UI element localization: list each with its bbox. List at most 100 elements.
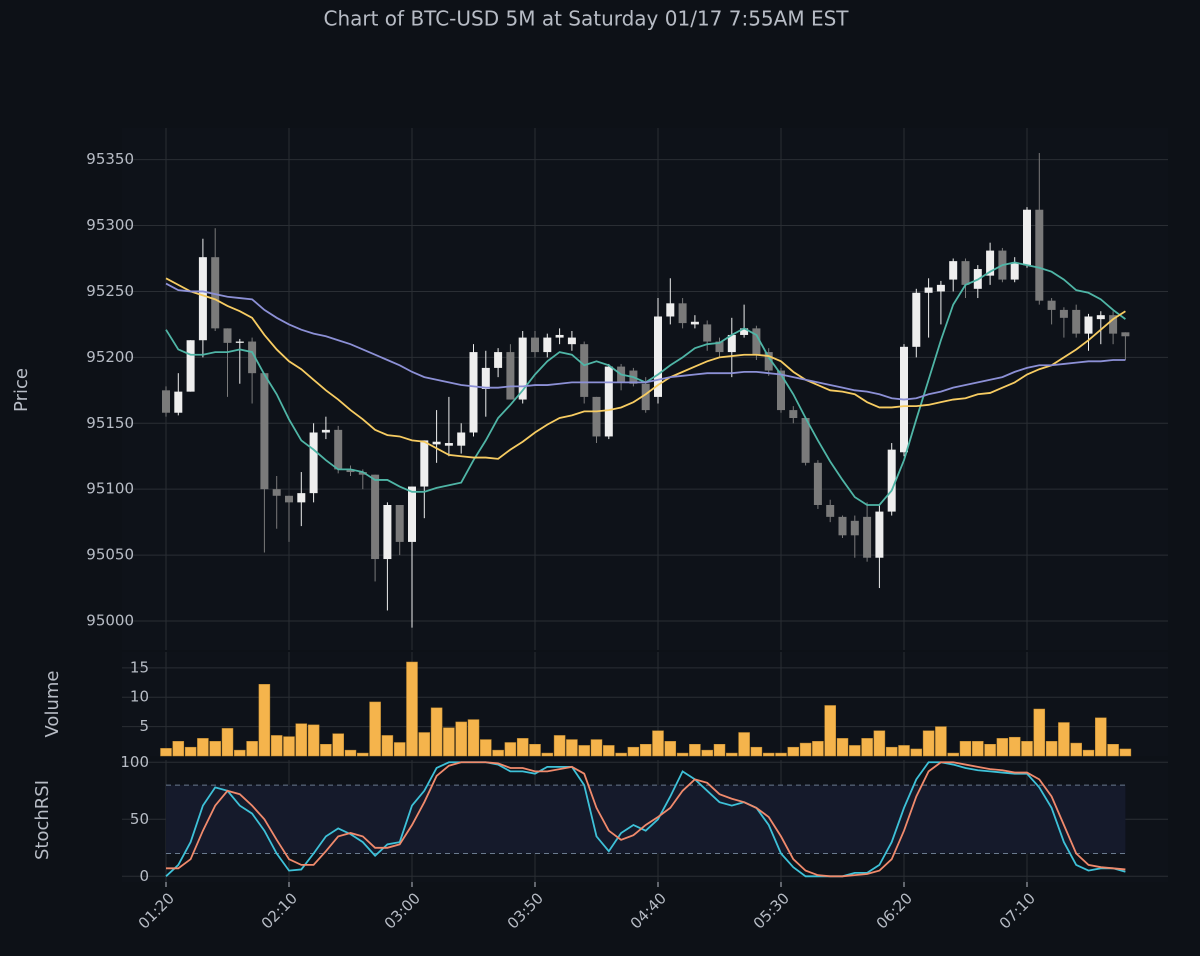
candle-body (272, 489, 281, 496)
line (165, 282, 1126, 401)
candle-body (838, 516, 847, 536)
y-tick-label: 10 (130, 688, 149, 706)
bar (1095, 717, 1107, 757)
candle-body (641, 383, 650, 411)
bar (959, 741, 972, 757)
bar (824, 705, 836, 757)
candle-body (518, 337, 527, 400)
candle-body (186, 340, 195, 392)
bar (861, 738, 873, 757)
candle-body (789, 410, 798, 418)
bar (492, 749, 504, 757)
bar (344, 749, 357, 757)
candle-body (383, 505, 392, 560)
candle-body (260, 373, 269, 490)
bar (652, 730, 664, 757)
bar (467, 719, 480, 757)
candle-body (346, 469, 355, 473)
candle-body (1084, 316, 1093, 334)
candle-body (1035, 209, 1044, 301)
bar (258, 684, 271, 757)
bar (750, 746, 763, 757)
candle-body (764, 352, 773, 371)
bar (270, 735, 283, 757)
candle-body (174, 391, 183, 413)
y-tick-label: 95050 (86, 546, 134, 564)
bar (443, 727, 455, 757)
bar (381, 735, 394, 757)
bar (738, 732, 750, 757)
candle-body (543, 337, 552, 353)
bar (590, 739, 603, 757)
bar (910, 748, 923, 757)
y-tick-label: 95150 (86, 414, 134, 432)
bar (984, 743, 996, 757)
bar (639, 743, 652, 757)
bar (516, 738, 529, 757)
y-tick-label: 95350 (86, 150, 134, 168)
candle-body (666, 303, 675, 317)
y-tick-label: 95200 (86, 348, 134, 366)
candle-body (875, 511, 884, 558)
bar (972, 741, 984, 757)
bar (221, 728, 234, 757)
bar (332, 733, 344, 757)
candle-body (654, 316, 662, 397)
candle-body (1059, 309, 1068, 318)
line (165, 761, 1126, 878)
candle-body (198, 257, 207, 341)
candle-body (334, 429, 343, 470)
candle-body (813, 462, 822, 505)
candle-body (850, 520, 859, 536)
y-axis-label: Price (11, 368, 32, 412)
bar (603, 745, 615, 757)
candle-body (395, 505, 404, 542)
bar (1119, 748, 1132, 757)
candle-body (986, 250, 995, 276)
y-tick-label: 95000 (86, 612, 134, 630)
bar (799, 742, 812, 757)
bar (455, 721, 467, 757)
y-tick-label: 95250 (86, 282, 134, 300)
candle-body (1023, 209, 1031, 266)
bar (996, 738, 1009, 757)
bar (566, 739, 578, 757)
bar (418, 732, 431, 757)
bar (393, 742, 406, 757)
bar (209, 741, 221, 757)
bar (406, 661, 418, 757)
bar (246, 741, 258, 757)
candle-body (469, 352, 478, 433)
candle-body (494, 352, 503, 368)
candle-body (949, 261, 958, 280)
candle-body (1109, 315, 1118, 334)
candle-body (703, 324, 712, 342)
bar (369, 701, 381, 757)
bar (357, 752, 369, 757)
bar (430, 707, 443, 757)
candle-body (321, 429, 330, 433)
bar (307, 724, 320, 757)
band (166, 785, 1126, 854)
candle-body (1121, 332, 1130, 337)
y-tick-label: 100 (120, 753, 149, 771)
bar (873, 730, 886, 757)
bar (480, 739, 492, 757)
bar (197, 738, 209, 757)
candle-body (481, 367, 490, 389)
candle-body (371, 474, 380, 560)
bar (689, 743, 701, 757)
bar (295, 723, 308, 757)
bar (775, 752, 787, 757)
candle-body (235, 341, 244, 343)
bar (1058, 722, 1070, 757)
bar (676, 752, 689, 757)
candle-body (801, 418, 810, 463)
bar (701, 749, 713, 757)
line (166, 761, 1126, 878)
candle-body (358, 472, 367, 475)
bar (947, 752, 959, 757)
y-axis-label: StochRSI (32, 780, 53, 860)
candle-body (826, 505, 835, 517)
bar (898, 745, 910, 757)
